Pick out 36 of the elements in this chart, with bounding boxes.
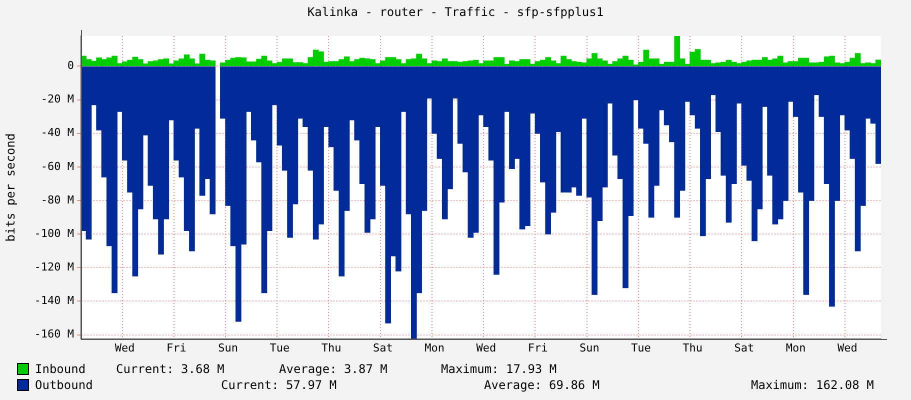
x-tick-label: Sun	[579, 341, 600, 354]
x-tick-label: Sat	[373, 341, 393, 354]
text: Maximum: 17.93 M	[441, 362, 557, 376]
y-tick-label: -160 M	[34, 328, 74, 341]
x-tick-label: Wed	[114, 341, 135, 354]
chart-title: Kalinka - router - Traffic - sfp-sfpplus1	[306, 5, 605, 19]
y-tick-label: -40 M	[40, 126, 74, 140]
x-tick-label: Sun	[218, 341, 238, 354]
x-tick-label: Sat	[734, 341, 754, 354]
x-tick-label: Fri	[166, 341, 186, 354]
x-tick-label: Mon	[424, 341, 444, 354]
x-tick-label: Mon	[786, 341, 806, 354]
x-tick-label: Wed	[838, 341, 858, 354]
text: Average: 3.87 M	[279, 362, 388, 376]
bar	[86, 59, 92, 66]
legend-label: Outbound	[35, 378, 93, 392]
text: Average: 69.86 M	[484, 378, 600, 392]
x-tick-label: Thu	[682, 341, 703, 354]
y-tick-label: 0	[67, 59, 74, 72]
y-axis-title: bits per second	[3, 133, 18, 242]
x-tick-label: Wed	[476, 341, 496, 354]
y-tick-label: -140 M	[34, 294, 74, 308]
x-tick-label: Thu	[321, 341, 342, 354]
x-tick-label: Fri	[528, 341, 548, 354]
y-tick-label: -100 M	[34, 226, 74, 240]
text: Current: 3.68 M	[116, 362, 224, 376]
bar	[86, 66, 92, 240]
legend-label: Inbound	[35, 362, 86, 376]
y-tick-label: -120 M	[34, 260, 74, 274]
y-tick-label: -20 M	[40, 92, 74, 106]
x-tick-label: Tue	[631, 341, 651, 354]
y-tick-label: -60 M	[40, 160, 74, 173]
y-tick-label: -80 M	[40, 193, 74, 206]
text: Maximum: 162.08 M	[751, 378, 874, 392]
x-tick-label: Tue	[270, 341, 290, 354]
text: Current: 57.97 M	[221, 378, 337, 392]
